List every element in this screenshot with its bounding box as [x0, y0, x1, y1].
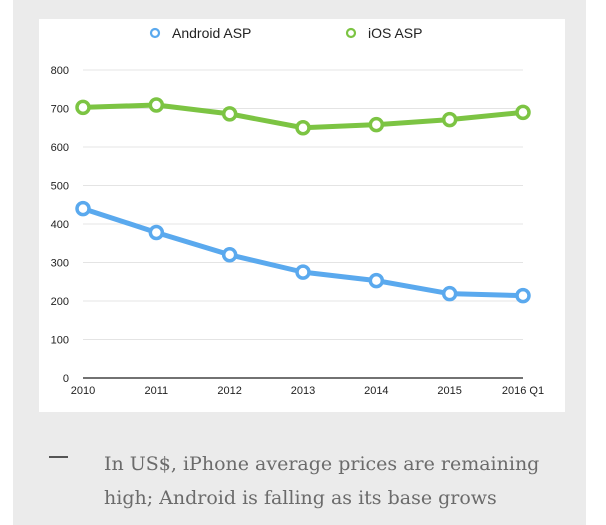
data-point [295, 264, 311, 280]
chart-card: 0 100 200 300 400 500 600 700 800 2010 2011 2012 201… [39, 19, 565, 412]
data-point [148, 97, 165, 113]
x-tick-label: 2014 [364, 385, 388, 397]
data-point [515, 287, 531, 304]
legend-marker [149, 27, 161, 39]
data-point [221, 247, 238, 263]
y-tick-label: 500 [51, 181, 69, 193]
y-tick-label: 400 [51, 219, 69, 231]
x-tick-label: 2010 [71, 385, 95, 397]
line-chart: 0 100 200 300 400 500 600 700 800 2010 2011 2012 201… [51, 25, 544, 397]
y-tick-label: 200 [51, 296, 69, 308]
y-tick-label: 300 [51, 258, 69, 270]
legend-label: Android ASP [172, 25, 251, 41]
x-tick-label: 2013 [291, 385, 315, 397]
data-point [221, 106, 238, 122]
caption-dash [49, 456, 68, 458]
data-point [441, 111, 458, 128]
data-point [75, 200, 91, 217]
y-tick-label: 100 [51, 335, 69, 347]
legend-label: iOS ASP [368, 25, 422, 41]
data-point [75, 99, 91, 116]
data-point [441, 285, 458, 302]
data-point [295, 120, 311, 136]
x-tick-label: 2012 [217, 385, 241, 397]
data-point [368, 272, 385, 289]
figure-caption: In US$, iPhone average prices are remain… [104, 453, 540, 509]
y-tick-label: 700 [51, 104, 69, 116]
x-tick-label: 2016 Q1 [502, 385, 544, 397]
y-tick-label: 800 [51, 65, 69, 77]
data-point [368, 116, 385, 133]
series-line [80, 206, 526, 299]
x-tick-label: 2011 [145, 385, 169, 397]
legend-marker [345, 27, 357, 39]
data-point [148, 224, 165, 241]
y-tick-label: 600 [51, 142, 69, 154]
data-point [515, 104, 531, 121]
x-tick-label: 2015 [437, 385, 461, 397]
y-tick-label: 0 [63, 373, 69, 385]
